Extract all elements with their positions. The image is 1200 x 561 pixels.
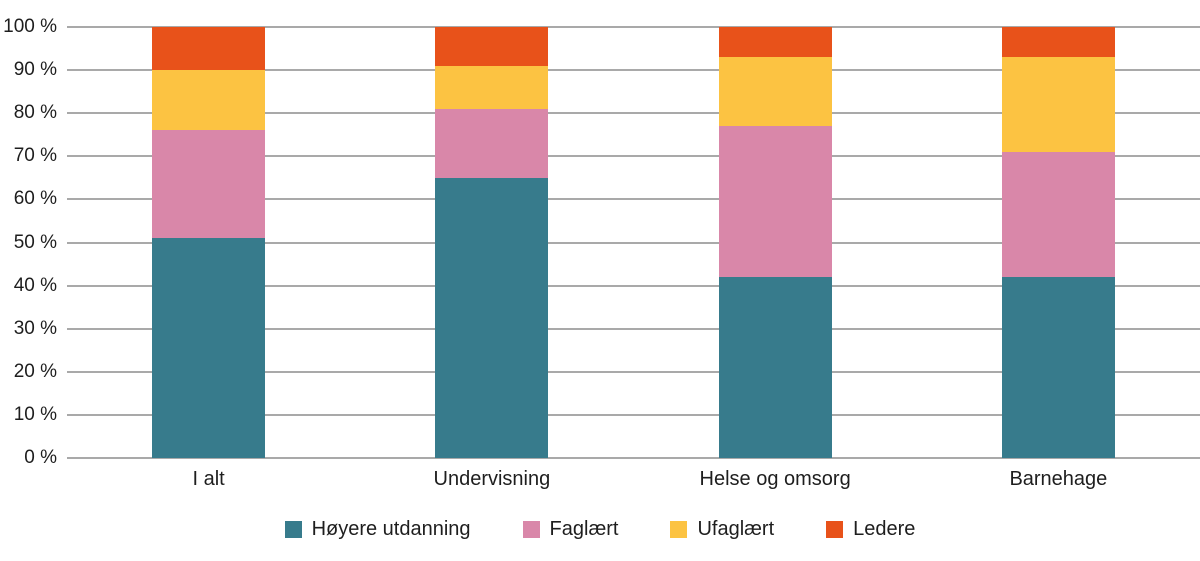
legend-item: Høyere utdanning xyxy=(284,516,471,542)
legend: Høyere utdanning Faglært Ufaglært Ledere xyxy=(0,516,1200,542)
gridline xyxy=(67,457,1200,459)
plot-area xyxy=(67,26,1200,459)
bar-segment xyxy=(435,65,549,109)
bar-group xyxy=(1001,27,1115,458)
bar-segment xyxy=(152,130,266,239)
gridline xyxy=(67,26,1200,28)
bar-group xyxy=(718,27,832,458)
gridline xyxy=(67,370,1200,373)
bar-segment xyxy=(435,108,549,178)
gridline xyxy=(67,112,1200,115)
gridline xyxy=(67,284,1200,287)
bar-segment xyxy=(152,70,266,131)
y-axis-tick-label: 60 % xyxy=(13,188,57,210)
y-axis-tick-label: 90 % xyxy=(13,59,57,81)
legend-label: Ufaglært xyxy=(697,518,775,540)
gridline xyxy=(67,241,1200,244)
y-axis-tick-label: 40 % xyxy=(13,274,57,296)
gridline xyxy=(67,69,1200,72)
y-axis-tick-label: 30 % xyxy=(13,317,57,339)
bar-segment xyxy=(718,126,832,277)
x-axis: I alt Undervisning Helse og omsorg Barnehag… xyxy=(67,466,1200,494)
y-axis-tick-label: 50 % xyxy=(13,231,57,253)
gridline xyxy=(67,198,1200,201)
y-axis-tick-label: 70 % xyxy=(13,145,57,167)
category-label: Undervisning xyxy=(433,468,551,490)
gridline xyxy=(67,155,1200,158)
legend-label: Ledere xyxy=(853,518,916,540)
legend-label: Høyere utdanning xyxy=(311,518,471,540)
gridline xyxy=(67,327,1200,330)
bar-segment xyxy=(1001,152,1115,277)
y-axis-tick-label: 10 % xyxy=(13,403,57,425)
legend-label: Faglært xyxy=(549,518,619,540)
bar-segment xyxy=(718,276,832,458)
legend-swatch xyxy=(284,520,302,538)
bar-segment xyxy=(1001,57,1115,152)
bar-segment xyxy=(718,27,832,58)
bar-segment xyxy=(1001,276,1115,458)
legend-swatch xyxy=(522,520,540,538)
category-label: I alt xyxy=(192,468,225,490)
legend-item: Faglært xyxy=(522,516,619,542)
bar-segment xyxy=(152,27,266,71)
y-axis: 0 % 10 % 20 % 30 % 40 % 50 % 60 % 70 % 80 % 90 % 1… xyxy=(0,16,57,468)
bar-segment xyxy=(1001,27,1115,58)
bar-segment xyxy=(435,27,549,66)
y-axis-tick-label: 0 % xyxy=(24,447,57,468)
bar-group xyxy=(435,27,549,458)
y-axis-tick-label: 20 % xyxy=(13,360,57,382)
legend-swatch xyxy=(670,520,688,538)
legend-item: Ledere xyxy=(826,516,915,542)
bar-segment xyxy=(435,177,549,458)
bar-group xyxy=(152,27,266,458)
legend-item: Ufaglært xyxy=(670,516,774,542)
category-label: Helse og omsorg xyxy=(699,468,851,490)
y-axis-tick-label: 100 % xyxy=(3,16,57,37)
y-axis-tick-label: 80 % xyxy=(13,102,57,124)
bar-segment xyxy=(718,57,832,127)
category-label: Barnehage xyxy=(1009,468,1108,490)
legend-swatch xyxy=(826,520,844,538)
gridline xyxy=(67,413,1200,416)
bar-segment xyxy=(152,238,266,458)
